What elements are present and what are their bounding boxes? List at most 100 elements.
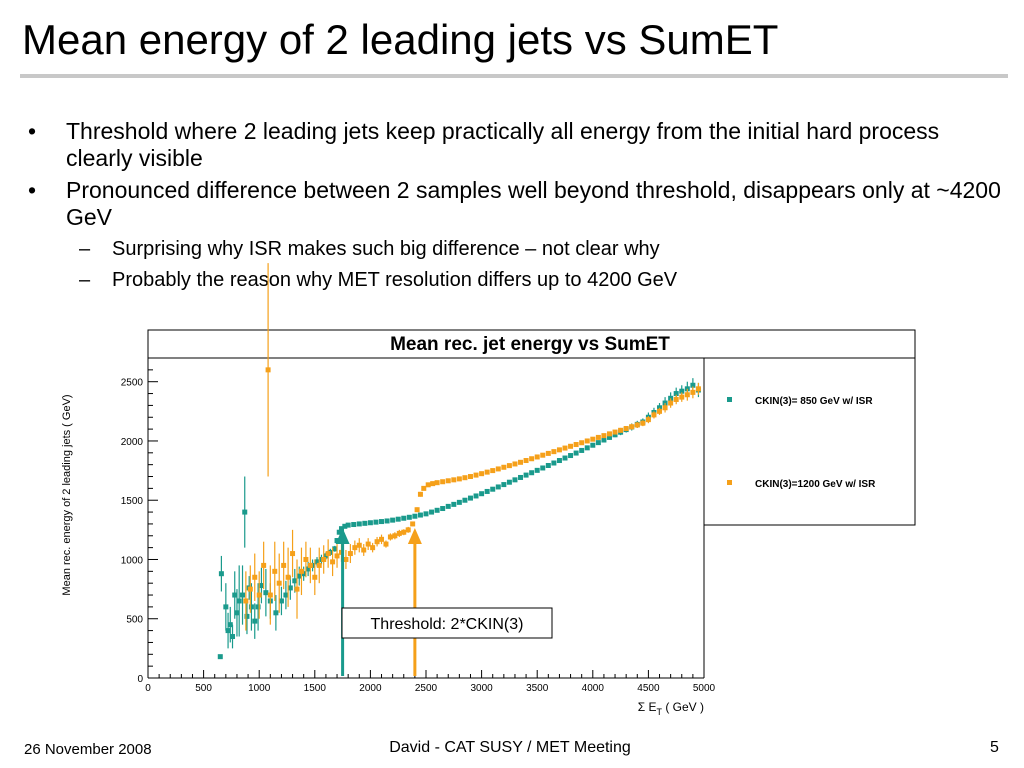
data-point bbox=[230, 634, 236, 640]
data-point bbox=[334, 538, 340, 544]
data-point bbox=[252, 574, 258, 580]
data-point bbox=[456, 499, 462, 505]
data-point bbox=[294, 586, 300, 592]
data-point bbox=[401, 515, 407, 521]
page-number: 5 bbox=[990, 739, 999, 756]
data-point bbox=[512, 477, 518, 483]
data-point bbox=[484, 469, 490, 475]
data-point bbox=[462, 475, 468, 481]
x-tick-label: 1000 bbox=[248, 683, 271, 694]
bullet-mark: • bbox=[28, 177, 37, 203]
data-point bbox=[473, 493, 479, 499]
data-point bbox=[390, 517, 396, 523]
data-point bbox=[410, 521, 416, 527]
data-point bbox=[379, 519, 385, 525]
data-point bbox=[518, 474, 524, 480]
data-point bbox=[679, 388, 685, 394]
data-point bbox=[334, 553, 340, 559]
data-point bbox=[434, 507, 440, 513]
data-point bbox=[248, 604, 254, 610]
data-point bbox=[384, 518, 390, 524]
data-point bbox=[590, 442, 596, 448]
data-point bbox=[562, 445, 568, 451]
data-point bbox=[662, 405, 668, 411]
data-point bbox=[584, 445, 590, 451]
data-point bbox=[668, 400, 674, 406]
legend-marker-series-2 bbox=[727, 480, 732, 485]
bullet-mark: • bbox=[28, 118, 37, 144]
data-point bbox=[579, 447, 585, 453]
data-point bbox=[451, 477, 457, 483]
x-tick-label: 4000 bbox=[582, 683, 605, 694]
data-point bbox=[298, 568, 304, 574]
data-point bbox=[573, 450, 579, 456]
data-point bbox=[283, 592, 289, 598]
data-point bbox=[690, 382, 696, 388]
y-tick-label: 1500 bbox=[121, 496, 144, 507]
data-point bbox=[312, 574, 318, 580]
legend-label-series-2: CKIN(3)=1200 GeV w/ ISR bbox=[755, 479, 876, 490]
data-point bbox=[243, 598, 249, 604]
data-point bbox=[551, 460, 557, 466]
data-point bbox=[367, 520, 373, 526]
data-point bbox=[618, 427, 624, 433]
data-point bbox=[406, 514, 412, 520]
data-point bbox=[287, 585, 293, 591]
threshold-arrow-1 bbox=[335, 528, 350, 676]
x-tick-label: 4500 bbox=[637, 683, 660, 694]
data-point bbox=[490, 486, 496, 492]
chart-title-box bbox=[147, 329, 916, 359]
data-point bbox=[356, 521, 362, 527]
data-point bbox=[261, 562, 267, 568]
data-point bbox=[568, 443, 574, 449]
data-point bbox=[651, 412, 657, 418]
data-point bbox=[529, 456, 535, 462]
data-point bbox=[451, 501, 457, 507]
data-point bbox=[252, 618, 258, 624]
data-point bbox=[579, 440, 585, 446]
x-tick-label: 5000 bbox=[693, 683, 716, 694]
data-point bbox=[392, 533, 398, 539]
data-point bbox=[601, 433, 607, 439]
data-point bbox=[573, 442, 579, 448]
data-point bbox=[479, 471, 485, 477]
data-point bbox=[240, 592, 246, 598]
data-point bbox=[278, 598, 284, 604]
data-point bbox=[223, 604, 229, 610]
data-point bbox=[612, 429, 618, 435]
data-point bbox=[373, 519, 379, 525]
data-point bbox=[556, 458, 562, 464]
data-point bbox=[506, 479, 512, 485]
x-tick-label: 2500 bbox=[415, 683, 438, 694]
data-point bbox=[330, 559, 336, 565]
footer-title: David - CAT SUSY / MET Meeting bbox=[389, 739, 631, 756]
data-point bbox=[370, 545, 376, 551]
data-point bbox=[490, 468, 496, 474]
data-point bbox=[467, 474, 473, 480]
data-point bbox=[338, 526, 344, 532]
y-tick-label: 0 bbox=[137, 674, 143, 685]
data-point bbox=[551, 449, 557, 455]
data-point bbox=[595, 440, 601, 446]
data-point bbox=[423, 511, 429, 517]
data-point bbox=[414, 507, 420, 513]
sub-bullet-text: Surprising why ISR makes such big differ… bbox=[112, 238, 660, 260]
data-point bbox=[540, 452, 546, 458]
data-point bbox=[347, 551, 353, 557]
data-point bbox=[434, 480, 440, 486]
data-point bbox=[247, 586, 253, 592]
data-point bbox=[645, 417, 651, 423]
data-point bbox=[345, 522, 351, 528]
data-point bbox=[462, 497, 468, 503]
data-point bbox=[307, 562, 313, 568]
data-point bbox=[657, 408, 663, 414]
data-point bbox=[445, 503, 451, 509]
data-point bbox=[445, 478, 451, 484]
data-point bbox=[395, 516, 401, 522]
x-tick-label: 0 bbox=[145, 683, 151, 694]
data-point bbox=[352, 545, 358, 551]
data-point bbox=[473, 472, 479, 478]
y-tick-label: 1000 bbox=[121, 555, 144, 566]
threshold-arrow-2 bbox=[407, 528, 422, 676]
data-point bbox=[673, 391, 679, 397]
